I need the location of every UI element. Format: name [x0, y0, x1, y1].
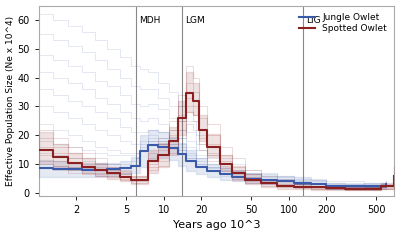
X-axis label: Years ago 10^3: Years ago 10^3	[173, 220, 260, 230]
Legend: Jungle Owlet, Spotted Owlet: Jungle Owlet, Spotted Owlet	[296, 10, 390, 36]
Text: LGM: LGM	[185, 16, 204, 25]
Y-axis label: Effective Population Size (Ne x 10^4): Effective Population Size (Ne x 10^4)	[6, 16, 14, 186]
Text: MDH: MDH	[139, 16, 160, 25]
Text: LIG: LIG	[306, 16, 320, 25]
